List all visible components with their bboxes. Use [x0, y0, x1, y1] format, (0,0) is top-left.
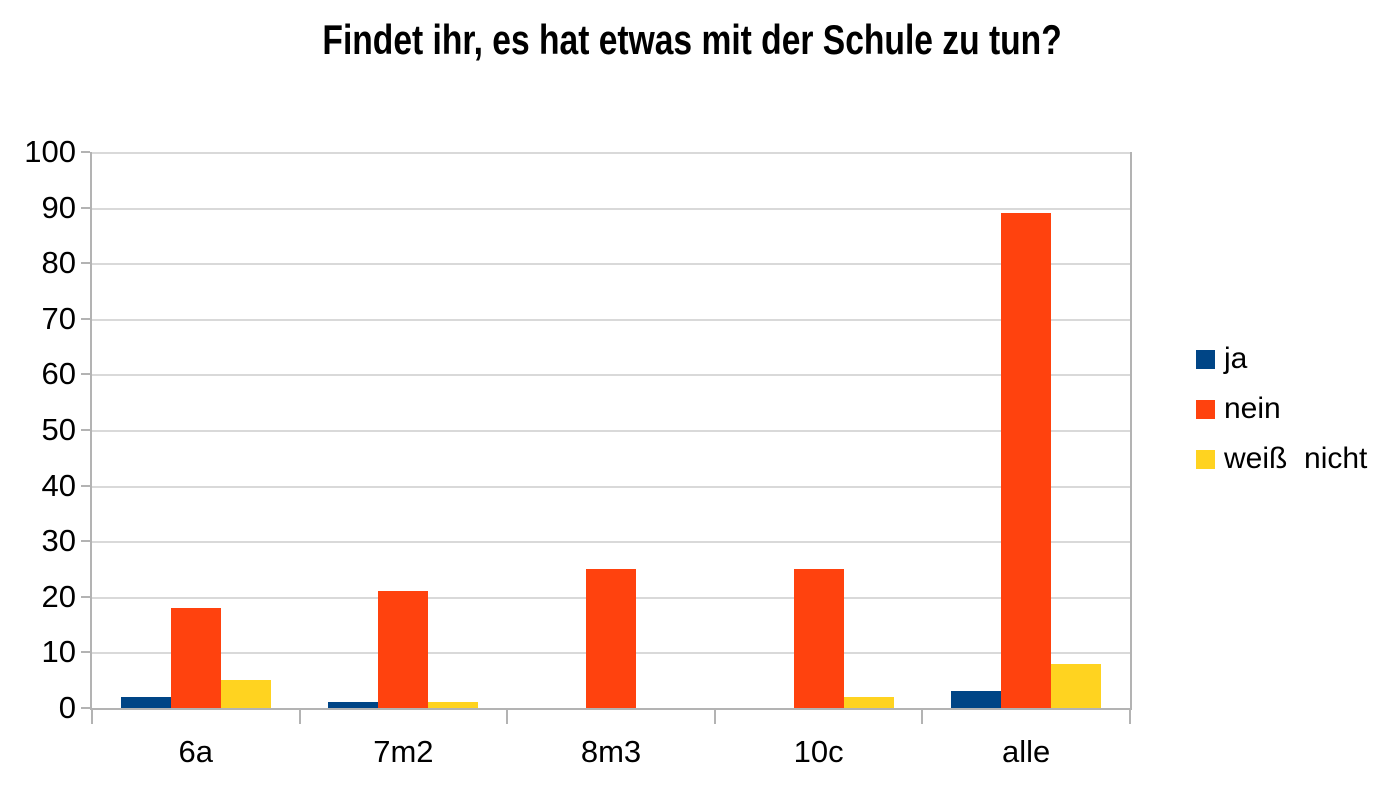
- legend-swatch-nein: [1196, 399, 1215, 419]
- y-axis-tick-0: [81, 707, 90, 709]
- y-gridline-30: [92, 541, 1130, 544]
- y-axis-label-70: 70: [41, 300, 76, 336]
- y-axis-tick-60: [81, 373, 90, 376]
- bar-weiß-nicht-alle: [1051, 663, 1102, 708]
- y-axis-label-0: 0: [58, 690, 76, 725]
- bar-nein-10c: [793, 569, 844, 708]
- y-axis-tick-50: [81, 429, 90, 431]
- x-axis-tick-5: [1129, 710, 1131, 724]
- y-axis-tick-90: [81, 206, 90, 209]
- bar-nein-alle: [1001, 213, 1052, 708]
- y-axis-tick-70: [81, 317, 90, 320]
- y-axis-tick-10: [81, 651, 90, 654]
- x-axis-label-7m2: 7m2: [373, 734, 434, 769]
- chart-title: Findet ihr, es hat etwas mit der Schule …: [0, 16, 1385, 64]
- y-gridline-50: [92, 430, 1130, 432]
- y-axis-tick-30: [81, 540, 90, 543]
- x-axis-tick-4: [921, 710, 924, 724]
- y-axis-label-60: 60: [41, 356, 76, 392]
- bar-weiß-nicht-7m2: [428, 702, 479, 708]
- bar-nein-6a: [170, 607, 221, 708]
- bar-nein-8m3: [586, 569, 636, 708]
- x-axis-tick-1: [298, 710, 301, 724]
- legend-item-ja: ja: [1196, 334, 1367, 384]
- plot-area: 0 10 20 30 40 50 60 70 80 90 100 6a 7m2 8m3 10c alle: [24, 136, 1132, 769]
- x-axis-tick-3: [713, 710, 716, 724]
- y-axis-label-50: 50: [41, 412, 76, 447]
- y-axis-label-80: 80: [41, 245, 76, 281]
- x-axis-tick-2: [506, 710, 509, 724]
- legend: ja nein weiß nicht: [1196, 334, 1367, 484]
- bar-weiß-nicht-6a: [220, 680, 271, 708]
- x-axis-label-6a: 6a: [178, 734, 214, 769]
- bar-weiß-nicht-10c: [843, 696, 894, 708]
- legend-swatch-ja: [1196, 349, 1215, 369]
- x-axis-line: [90, 708, 1132, 710]
- legend-item-weiß-nicht: weiß nicht: [1196, 434, 1367, 484]
- bar-ja-alle: [951, 691, 1002, 708]
- legend-label-weiß-nicht: weiß nicht: [1224, 442, 1368, 475]
- y-axis-tick-40: [81, 484, 90, 487]
- y-gridline-40: [92, 485, 1130, 488]
- y-axis-label-40: 40: [41, 467, 76, 503]
- x-axis-label-8m3: 8m3: [580, 734, 642, 769]
- y-axis-label-90: 90: [41, 189, 76, 225]
- y-axis-tick-80: [81, 262, 90, 265]
- y-axis-label-20: 20: [41, 578, 76, 614]
- x-axis-label-10c: 10c: [793, 734, 844, 769]
- x-axis-label-alle: alle: [1002, 734, 1051, 769]
- y-gridline-100: [92, 152, 1130, 154]
- y-axis-tick-100: [81, 151, 90, 153]
- y-gridline-70: [92, 318, 1130, 321]
- bar-nein-7m2: [378, 591, 429, 708]
- chart-title-text: Findet ihr, es hat etwas mit der Schule …: [322, 16, 1063, 63]
- y-axis-label-100: 100: [24, 134, 76, 169]
- bar-ja-6a: [120, 696, 171, 708]
- legend-label-ja: ja: [1224, 342, 1248, 375]
- bar-ja-7m2: [328, 702, 379, 708]
- y-gridline-90: [92, 207, 1130, 210]
- y-axis-tick-20: [81, 595, 90, 598]
- y-axis-label-10: 10: [41, 634, 76, 670]
- legend-swatch-weiß-nicht: [1196, 449, 1215, 469]
- legend-item-nein: nein: [1196, 384, 1367, 434]
- y-gridline-60: [92, 374, 1130, 377]
- y-gridline-80: [92, 263, 1130, 266]
- y-axis-label-30: 30: [41, 523, 76, 559]
- x-axis-tick-0: [91, 710, 93, 724]
- legend-label-nein: nein: [1224, 392, 1281, 425]
